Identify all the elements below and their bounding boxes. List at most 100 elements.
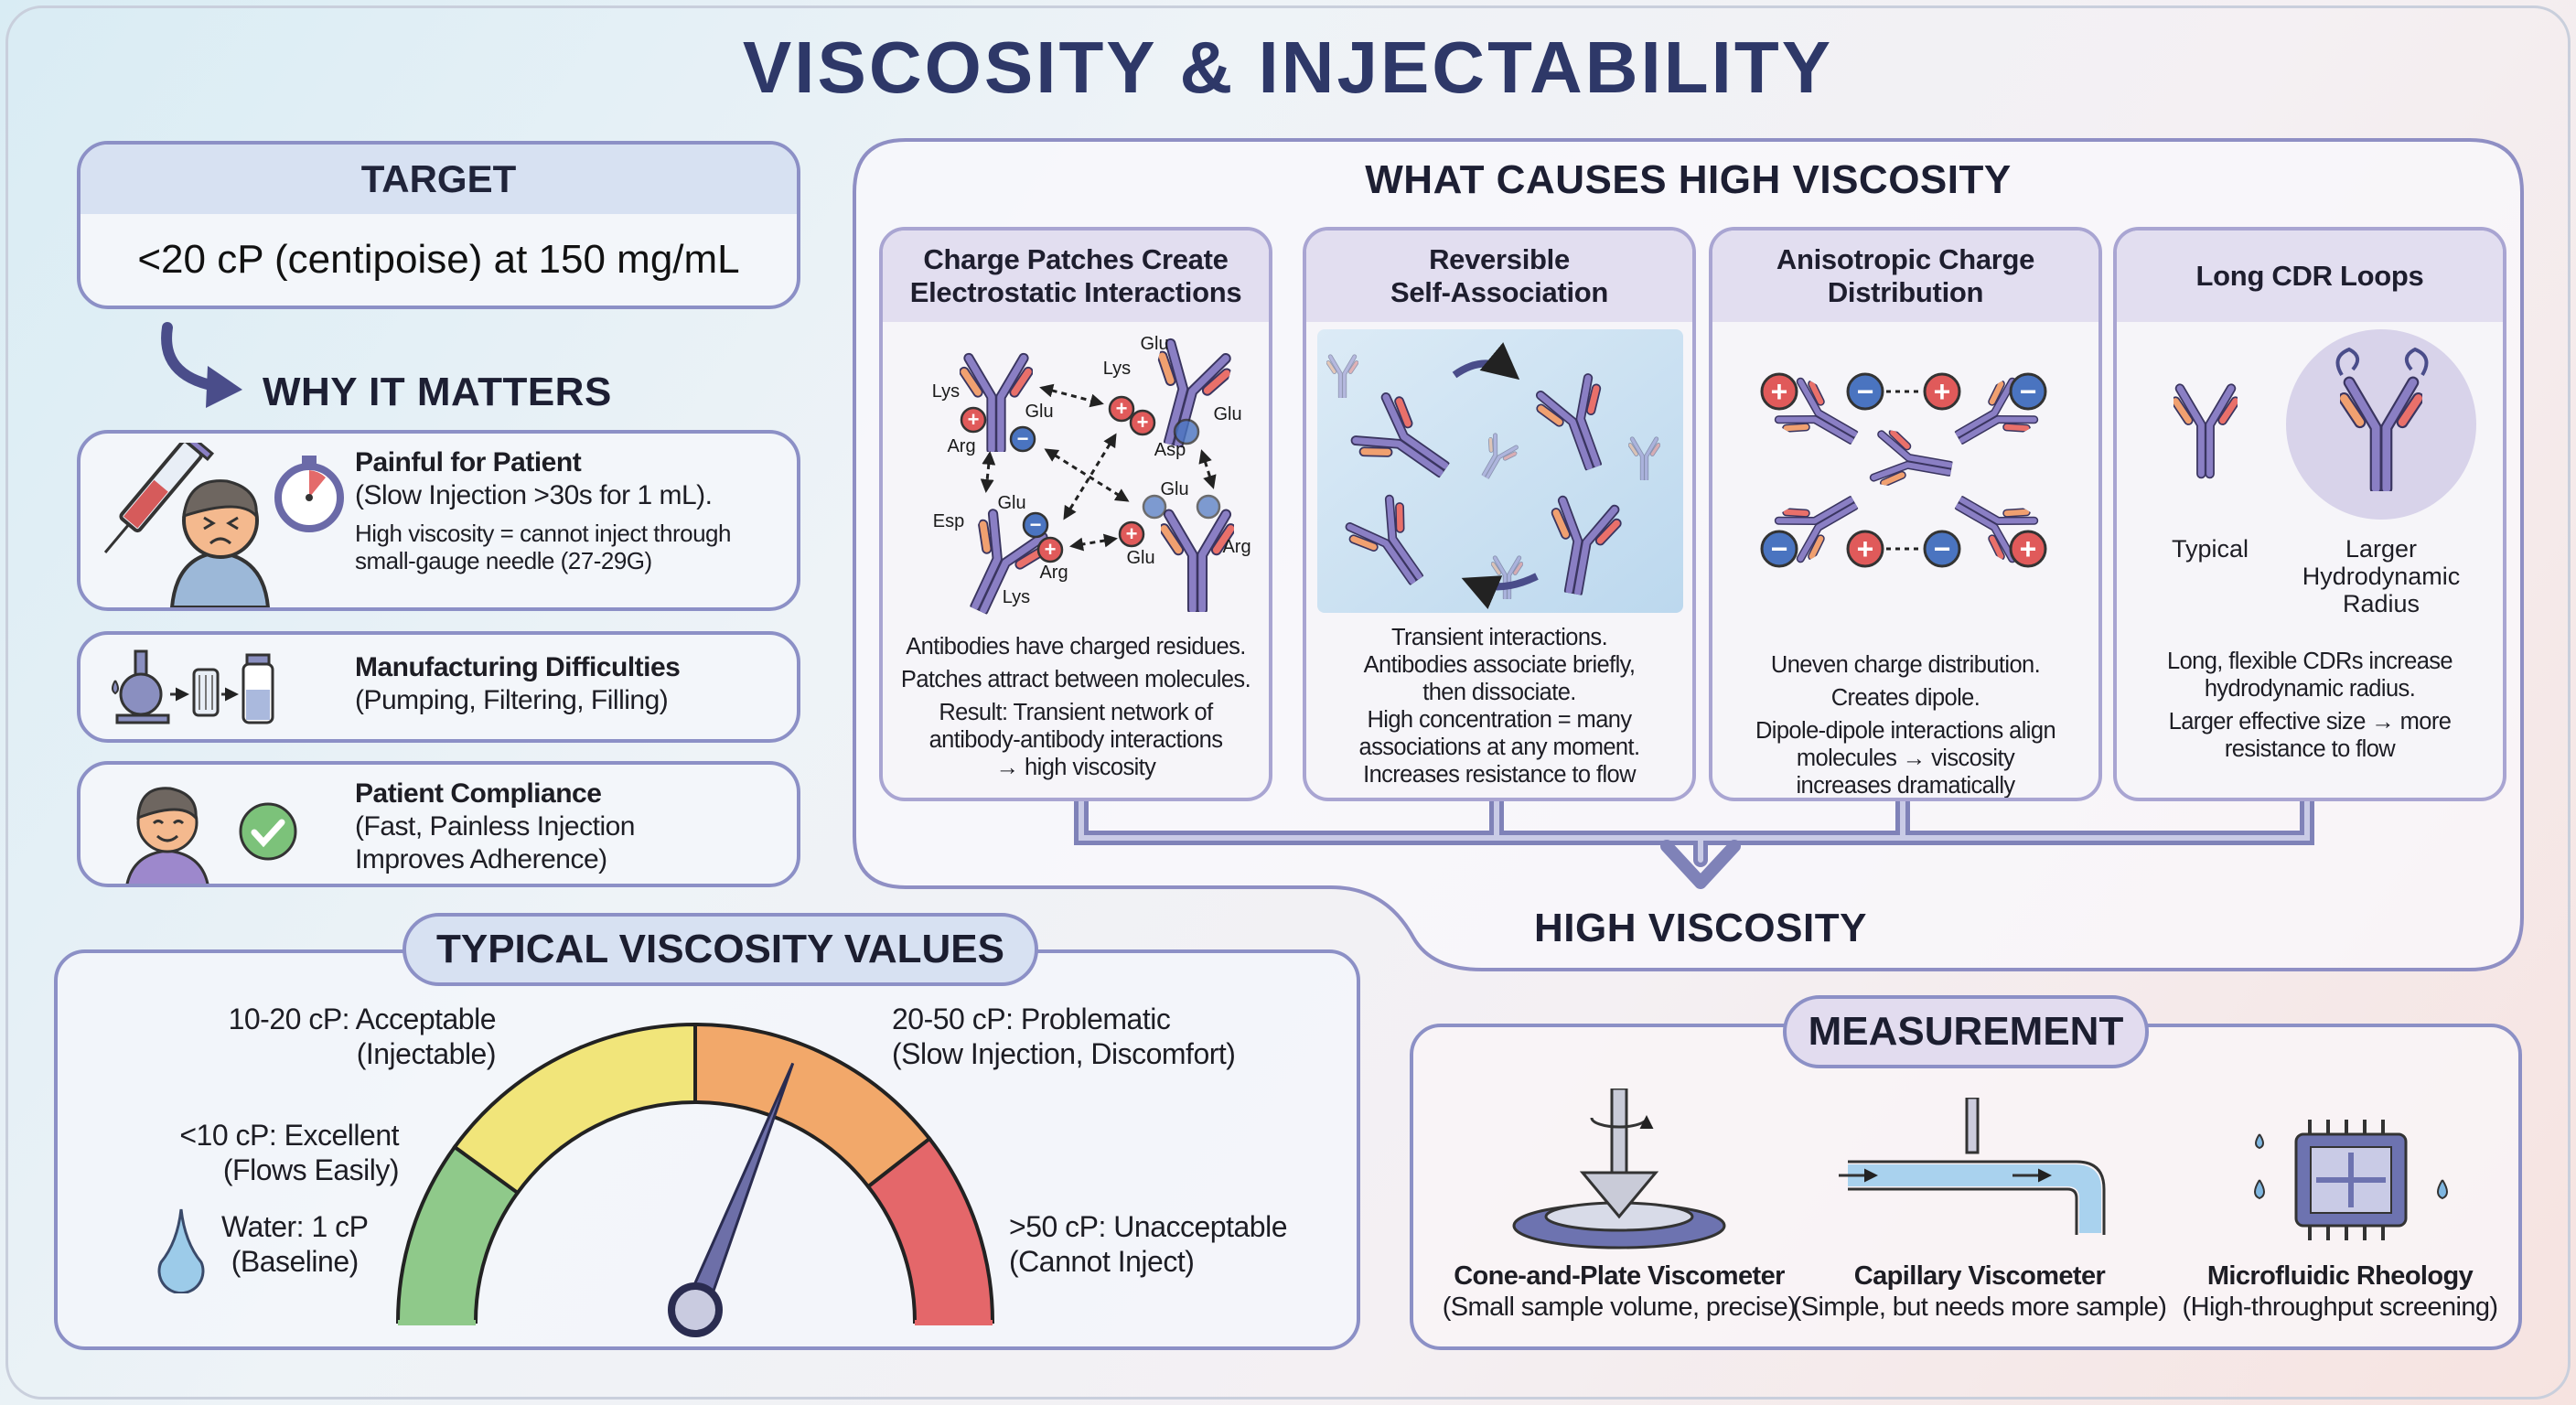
zone-sub: (Flows Easily) bbox=[222, 1153, 400, 1186]
svg-text:−: − bbox=[1771, 532, 1788, 565]
zone-title: <10 cP: Excellent bbox=[179, 1119, 399, 1152]
title-line: Charge Patches Create bbox=[923, 243, 1229, 275]
larger-label: Larger Hydrodynamic Radius bbox=[2290, 535, 2473, 617]
body-line: Long, flexible CDRs increase bbox=[2166, 649, 2453, 674]
cause-card-body: Antibodies have charged residues. Patche… bbox=[883, 633, 1269, 781]
why-item-text: Painful for Patient (Slow Injection >30s… bbox=[355, 446, 731, 574]
title-line: Long CDR Loops bbox=[2195, 260, 2424, 292]
gauge-leg bbox=[915, 1320, 993, 1325]
target-heading: TARGET bbox=[80, 145, 797, 214]
title-line: Distribution bbox=[1827, 276, 1984, 308]
residue-label: Esp bbox=[933, 511, 964, 531]
cause-card-body: Uneven charge distribution. Creates dipo… bbox=[1712, 651, 2098, 798]
cause-card-body: Long, flexible CDRs increase hydrodynami… bbox=[2117, 648, 2503, 763]
why-item-line: Improves Adherence) bbox=[355, 844, 607, 874]
body-line: Uneven charge distribution. bbox=[1770, 652, 2041, 678]
svg-text:+: + bbox=[1857, 532, 1874, 565]
zone-title: 10-20 cP: Acceptable bbox=[228, 1003, 497, 1035]
connector-lines bbox=[1074, 794, 2314, 889]
method-note: (High-throughput screening) bbox=[2182, 1292, 2498, 1322]
cause-card-long-cdr: Long CDR Loops Typical Larger Hydrodynam… bbox=[2113, 227, 2506, 801]
svg-text:+: + bbox=[1126, 522, 1138, 545]
viscosity-gauge bbox=[395, 1022, 995, 1337]
cdr-comparison-illustration bbox=[2117, 329, 2476, 520]
body-line: Larger effective size → more bbox=[2168, 709, 2452, 735]
title-line: Self-Association bbox=[1390, 276, 1609, 308]
why-item-title: Manufacturing Difficulties bbox=[355, 652, 681, 682]
svg-text:+: + bbox=[2020, 532, 2037, 565]
residue-label: Glu bbox=[997, 493, 1025, 513]
outer-frame bbox=[5, 5, 2571, 1400]
body-line: Dipole-dipole interactions align bbox=[1755, 718, 2056, 744]
svg-text:−: − bbox=[1857, 375, 1874, 408]
cause-card-charge-patches: Charge Patches Create Electrostatic Inter… bbox=[879, 227, 1272, 801]
water-sub: (Baseline) bbox=[231, 1245, 360, 1278]
viscosity-values-heading: TYPICAL VISCOSITY VALUES bbox=[402, 913, 1038, 986]
residue-label: Glu bbox=[1213, 404, 1241, 424]
zone-label-excellent: <10 cP: Excellent (Flows Easily) bbox=[179, 1118, 399, 1187]
zone-sub: (Slow Injection, Discomfort) bbox=[892, 1037, 1236, 1070]
why-card-manufacturing: Manufacturing Difficulties (Pumping, Fil… bbox=[77, 631, 800, 743]
svg-text:+: + bbox=[1116, 397, 1128, 420]
gauge-pivot bbox=[668, 1282, 723, 1337]
pump-filter-vial-icon bbox=[112, 649, 274, 724]
zone-label-problematic: 20-50 cP: Problematic (Slow Injection, Di… bbox=[892, 1002, 1236, 1071]
why-card-compliance: Patient Compliance (Fast, Painless Injec… bbox=[77, 761, 800, 887]
title-line: Electrostatic Interactions bbox=[909, 276, 1242, 308]
body-line: molecules → viscosity bbox=[1796, 745, 2015, 771]
zone-sub: (Injectable) bbox=[356, 1037, 497, 1070]
body-line: High concentration = many bbox=[1367, 707, 1632, 733]
high-viscosity-result: HIGH VISCOSITY bbox=[1534, 906, 1867, 950]
method-name: Microfluidic Rheology bbox=[2206, 1261, 2474, 1291]
residue-label: Glu bbox=[1160, 479, 1188, 499]
body-line: Creates dipole. bbox=[1830, 685, 1980, 711]
why-item-line: (Pumping, Filtering, Filling) bbox=[355, 685, 669, 715]
svg-text:−: − bbox=[1030, 513, 1042, 536]
page-title: VISCOSITY & INJECTABILITY bbox=[742, 27, 1834, 108]
happy-patient-check-icon bbox=[125, 787, 297, 884]
why-item-title: Patient Compliance bbox=[355, 778, 602, 809]
svg-text:+: + bbox=[1045, 538, 1057, 561]
charge-patch-illustration: +−++−++ LysArgGluGluLysGluAspEspGluArgLy… bbox=[932, 334, 1251, 624]
svg-text:+: + bbox=[1771, 375, 1788, 408]
svg-text:+: + bbox=[1137, 411, 1149, 434]
why-card-painful: Painful for Patient (Slow Injection >30s… bbox=[77, 430, 800, 611]
residue-label: Glu bbox=[1126, 548, 1154, 568]
residue-label: Asp bbox=[1154, 440, 1186, 460]
body-line: Transient interactions. bbox=[1390, 625, 1608, 650]
svg-text:−: − bbox=[2020, 375, 2037, 408]
residue-label: Lys bbox=[1003, 587, 1030, 607]
body-line: Antibodies have charged residues. bbox=[906, 634, 1246, 660]
zone-title: 20-50 cP: Problematic bbox=[892, 1003, 1171, 1035]
why-item-note: small-gauge needle (27-29G) bbox=[355, 547, 652, 574]
method-note: (Simple, but needs more sample) bbox=[1792, 1292, 2167, 1322]
water-drop-icon bbox=[157, 1208, 205, 1293]
why-item-title: Painful for Patient bbox=[355, 447, 582, 477]
cone-plate-viscometer-icon bbox=[1512, 1089, 1726, 1249]
curved-arrow-icon bbox=[161, 322, 242, 408]
body-line: Result: Transient network of bbox=[939, 700, 1213, 725]
svg-text:−: − bbox=[1017, 427, 1029, 450]
typical-antibody-icon bbox=[2175, 389, 2235, 474]
zone-label-unacceptable: >50 cP: Unacceptable (Cannot Inject) bbox=[1009, 1209, 1287, 1279]
dipole-illustration: + − + − − + − + bbox=[1760, 372, 2047, 568]
label-line: Hydrodynamic bbox=[2302, 563, 2461, 590]
residue-label: Arg bbox=[1039, 563, 1068, 583]
capillary-viscometer-icon bbox=[1839, 1098, 2106, 1235]
svg-text:+: + bbox=[1934, 375, 1951, 408]
body-line: → high viscosity bbox=[995, 755, 1156, 780]
cause-card-body: Transient interactions. Antibodies assoc… bbox=[1306, 624, 1692, 788]
measurement-item-capillary: Capillary Viscometer (Simple, but needs m… bbox=[1787, 1260, 2172, 1323]
svg-text:+: + bbox=[968, 408, 980, 431]
label-line: Larger bbox=[2345, 535, 2418, 563]
cause-card-title: Reversible Self-Association bbox=[1306, 231, 1692, 322]
patient-injection-stopwatch-icon bbox=[103, 443, 344, 607]
title-line: Anisotropic Charge bbox=[1776, 243, 2035, 275]
target-box: TARGET <20 cP (centipoise) at 150 mg/mL bbox=[77, 141, 800, 309]
water-label: Water: 1 cP (Baseline) bbox=[221, 1209, 369, 1279]
method-note: (Small sample volume, precise) bbox=[1442, 1292, 1797, 1322]
measurement-item-microfluidic: Microfluidic Rheology (High-throughput sc… bbox=[2148, 1260, 2532, 1323]
why-item-text: Manufacturing Difficulties (Pumping, Fil… bbox=[355, 651, 681, 717]
microfluidic-chip-icon bbox=[2254, 1120, 2448, 1240]
